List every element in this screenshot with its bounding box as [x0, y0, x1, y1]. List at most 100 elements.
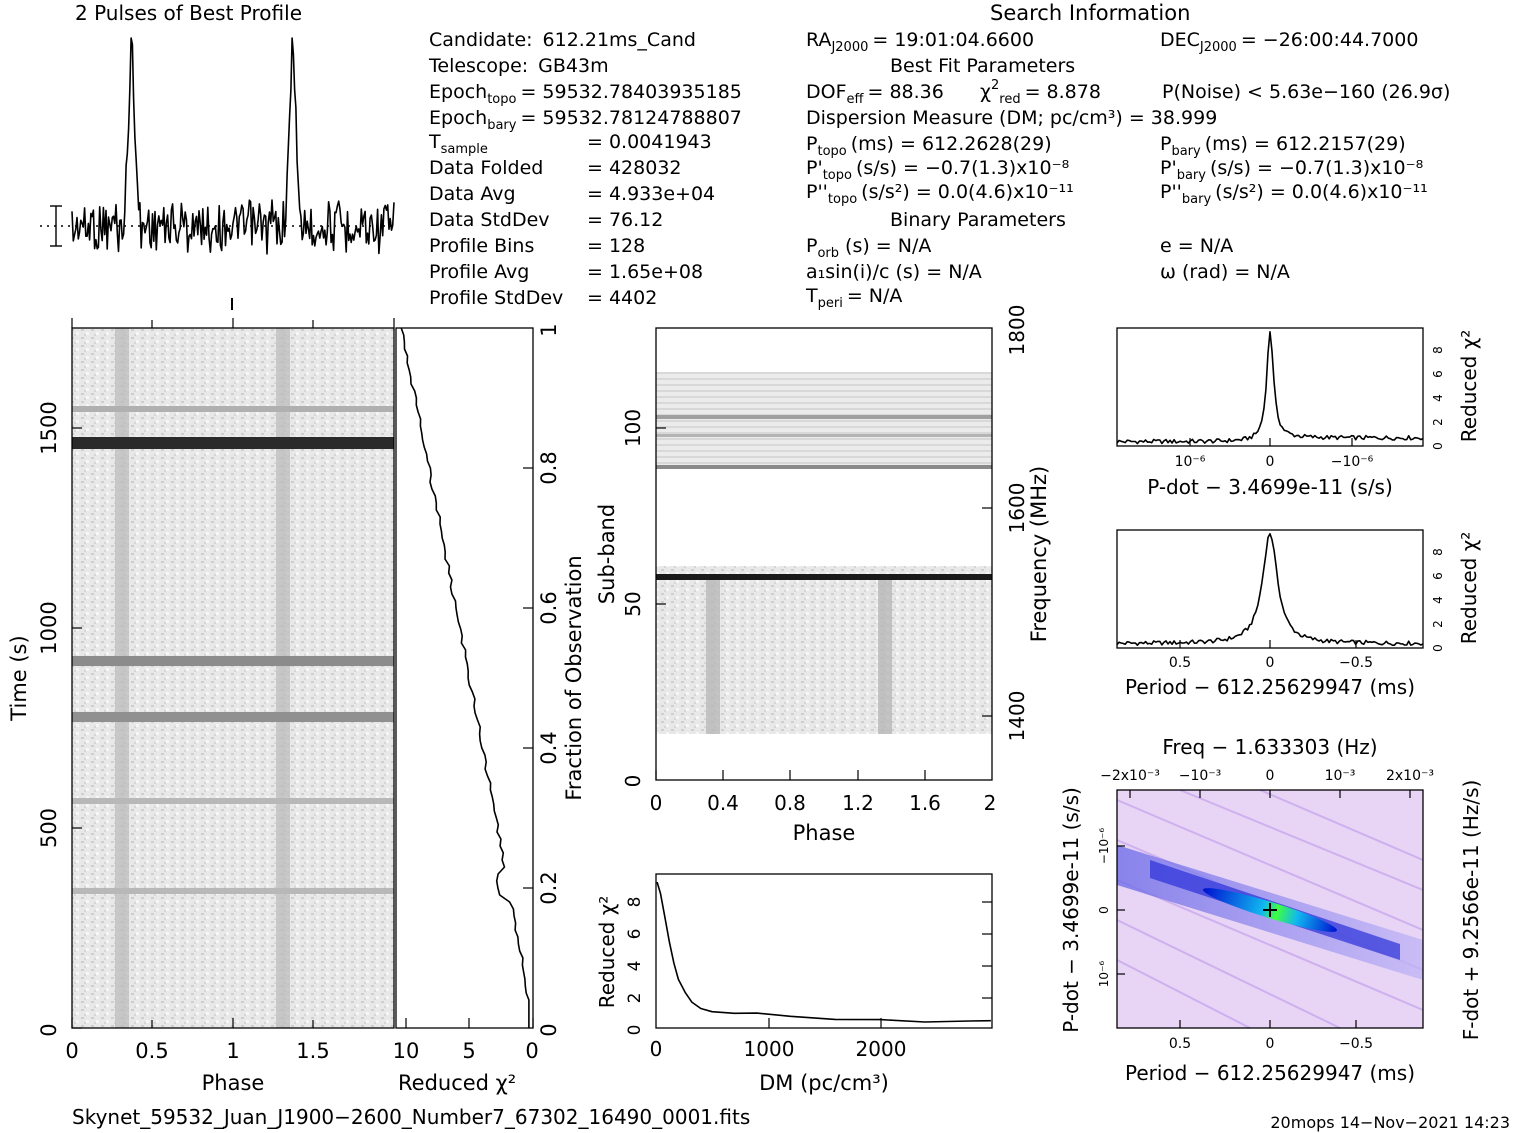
chi-time-curve [400, 327, 530, 1028]
pe-ytick-4: 8 [1431, 548, 1445, 556]
tp-ytick-0: 0 [37, 1023, 61, 1036]
ct-ytick-4: 0.8 [537, 451, 561, 484]
subband-upper-block [656, 372, 992, 468]
dm-xlabel: DM (pc/cm³) [759, 1071, 889, 1095]
pe-ytick-1: 2 [1431, 620, 1445, 628]
info-tsample: Tsample [428, 131, 488, 157]
info-ecc: e = N/A [1160, 235, 1233, 257]
sb-rtick-1: 1600 [1005, 483, 1029, 534]
sb-xlabel: Phase [793, 821, 856, 845]
pp-ttick-4: 2x10⁻³ [1386, 768, 1434, 784]
info-epoch-topo: Epochtopo = 59532.78403935185 [429, 81, 742, 107]
info-pbary: Pbary (ms) = 612.2157(29) [1160, 133, 1406, 159]
info-omega: ω (rad) = N/A [1160, 261, 1290, 283]
pp-ttick-2: 0 [1266, 768, 1275, 784]
pdot-curve [1116, 331, 1424, 445]
chi-time-frame [395, 327, 534, 1029]
sb-xtick-2: 0.8 [774, 791, 806, 815]
search-info-title: Search Information [990, 1, 1190, 25]
ct-ytick-1: 0.2 [537, 871, 561, 904]
pd-ytick-4: 8 [1431, 346, 1445, 354]
tp-ytick-1: 500 [37, 808, 61, 848]
pd-ytick-0: 0 [1431, 442, 1445, 450]
sb-xtick-3: 1.2 [842, 791, 874, 815]
sb-ytick-1: 50 [621, 591, 645, 616]
sb-xtick-5: 2 [984, 791, 997, 815]
info-telescope: Telescope: GB43m [428, 55, 609, 77]
info-candidate: Candidate: 612.21ms_Cand [429, 29, 696, 51]
info-data-avg: Data Avg [429, 183, 516, 205]
pp-ylabel-right: F-dot + 9.2566e-11 (Hz/s) [1459, 780, 1483, 1041]
info-pddot-topo: P''topo (s/s²) = 0.0(4.6)x10⁻¹¹ [806, 181, 1074, 207]
ct-ytick-2: 0.4 [537, 731, 561, 764]
subband-ticks [655, 427, 992, 780]
pp-xtick-0: 0.5 [1169, 1036, 1191, 1052]
pp-ticks [1117, 790, 1411, 1028]
info-tperi: Tperi = N/A [805, 285, 902, 311]
tp-xlabel: Phase [202, 1071, 265, 1095]
profile-plot [40, 37, 395, 310]
pp-ylabel: P-dot − 3.4699e-11 (s/s) [1059, 787, 1083, 1033]
sb-ylabel-right: Frequency (MHz) [1027, 466, 1051, 642]
sb-ytick-2: 100 [621, 409, 645, 447]
dm-frame [655, 873, 993, 1029]
dm-ytick-4: 8 [625, 897, 645, 908]
sb-xtick-1: 0.4 [707, 791, 739, 815]
info-pnoise: P(Noise) < 5.63e−160 (26.9σ) [1162, 81, 1450, 103]
dm-ylabel: Reduced χ² [595, 896, 619, 1009]
time-phase-rfi-rows [72, 406, 394, 894]
subband-phase-plot: 0 0.4 0.8 1.2 1.6 2 Phase 0 50 100 Sub-b… [595, 305, 1051, 845]
dm-ytick-2: 4 [625, 961, 645, 972]
dm-ytick-0: 0 [625, 1025, 645, 1036]
tp-xtick-1: 0.5 [135, 1039, 168, 1063]
pe-ytick-0: 0 [1431, 644, 1445, 652]
subband-pulse-columns [706, 580, 892, 734]
chi-vs-time-plot: 10 5 0 Reduced χ² 0 0.2 0.4 0.6 0.8 1 Fr… [393, 323, 586, 1095]
info-data-stddev: Data StdDev [429, 209, 550, 231]
tp-ytick-2: 1000 [37, 601, 61, 654]
ct-xtick-0: 10 [393, 1039, 420, 1063]
dm-plot: 0 1000 2000 DM (pc/cm³) 0 2 4 6 8 Reduce… [595, 873, 993, 1095]
pe-ytick-3: 6 [1431, 572, 1445, 580]
sb-ylabel: Sub-band [595, 504, 619, 604]
dm-curve [656, 881, 991, 1023]
pd-ytick-3: 6 [1431, 370, 1445, 378]
dm-xtick-0: 0 [650, 1037, 663, 1061]
subband-rfi-rows [656, 415, 992, 580]
dm-ytick-1: 2 [625, 993, 645, 1004]
pd-xtick-1: 0 [1266, 454, 1275, 470]
chi-time-ticks [405, 467, 534, 1028]
time-phase-plot: 0 0.5 1 1.5 Phase 0 500 1000 1500 Time (… [7, 318, 395, 1095]
info-data-avg-value: = 4.933e+04 [587, 183, 715, 205]
tp-xtick-2: 1 [226, 1039, 239, 1063]
pp-xtick-2: −0.5 [1339, 1036, 1373, 1052]
pp-ytick-2: −10⁻⁶ [1097, 828, 1111, 865]
period-plot: 0.5 0 −0.5 Period − 612.25629947 (ms) 0 … [1116, 529, 1481, 699]
time-phase-ticks [71, 318, 395, 1029]
sb-xtick-0: 0 [650, 791, 663, 815]
period-curve [1116, 533, 1424, 646]
info-profile-avg: Profile Avg [429, 261, 529, 283]
info-profile-stddev-value: = 4402 [587, 287, 657, 309]
info-data-folded-value: = 428032 [587, 157, 682, 179]
time-phase-pulse-columns [115, 328, 290, 1028]
sb-ytick-0: 0 [621, 775, 645, 788]
pd-xtick-2: −10⁻⁶ [1331, 454, 1374, 470]
info-left-block: Candidate: 612.21ms_Cand Telescope: GB43m … [428, 29, 742, 309]
pp-xtick-1: 0 [1266, 1036, 1275, 1052]
pp-ttick-3: 10⁻³ [1325, 768, 1356, 784]
period-ticks [1179, 640, 1357, 648]
period-frame [1116, 529, 1424, 649]
ct-ytick-5: 1 [537, 323, 561, 336]
info-data-folded: Data Folded [429, 157, 543, 179]
pe-ytick-2: 4 [1431, 596, 1445, 604]
tp-ylabel: Time (s) [7, 635, 31, 721]
footer-stamp: 20mops 14−Nov−2021 14:23 [1270, 1113, 1510, 1132]
sb-xtick-4: 1.6 [909, 791, 941, 815]
ct-ytick-3: 0.6 [537, 591, 561, 624]
info-profile-bins-value: = 128 [587, 235, 645, 257]
info-data-stddev-value: = 76.12 [587, 209, 663, 231]
sb-rtick-0: 1400 [1005, 691, 1029, 742]
pp-best-marker [1263, 903, 1277, 917]
info-chi2: χ2red = 8.878 [980, 78, 1101, 107]
